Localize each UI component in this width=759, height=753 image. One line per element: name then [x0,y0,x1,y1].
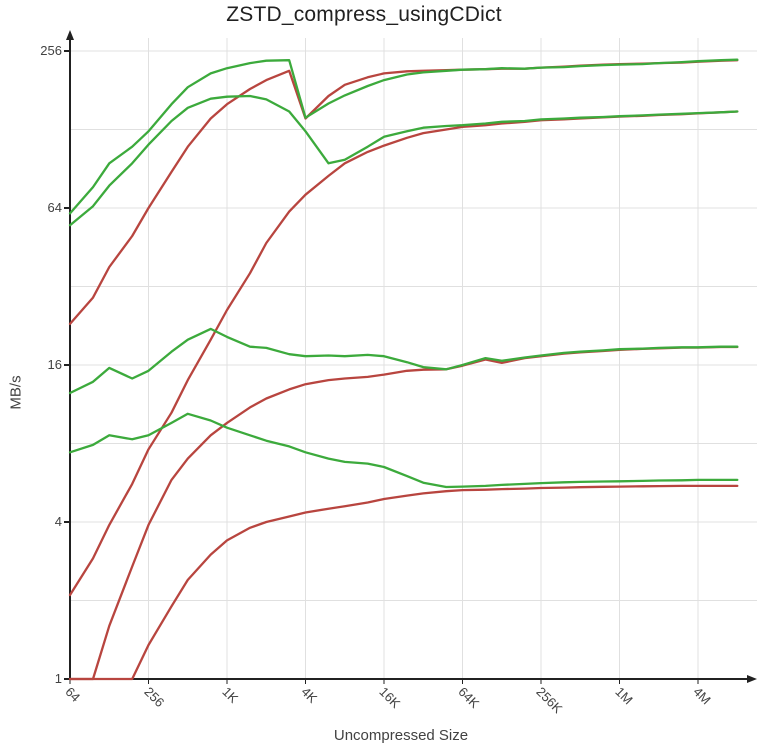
y-tick-label: 64 [47,200,62,215]
x-axis-label: Uncompressed Size [333,727,469,744]
y-tick-label: 256 [40,43,62,58]
y-tick-label: 16 [47,357,62,372]
series-line-green-2 [68,94,739,227]
y-axis-arrow-icon [66,30,74,40]
series-line-green-4 [68,412,739,489]
series-line-green-1 [68,58,739,215]
series-line-red-3 [68,345,739,681]
series-line-red-1 [68,59,739,326]
y-tick-label: 1 [54,671,62,686]
y-tick-label: 4 [54,514,62,529]
series-line-red-4 [68,484,739,681]
series-line-green-3 [68,327,739,395]
x-axis-arrow-icon [747,675,757,683]
chart-title: ZSTD_compress_usingCDict [226,3,502,26]
